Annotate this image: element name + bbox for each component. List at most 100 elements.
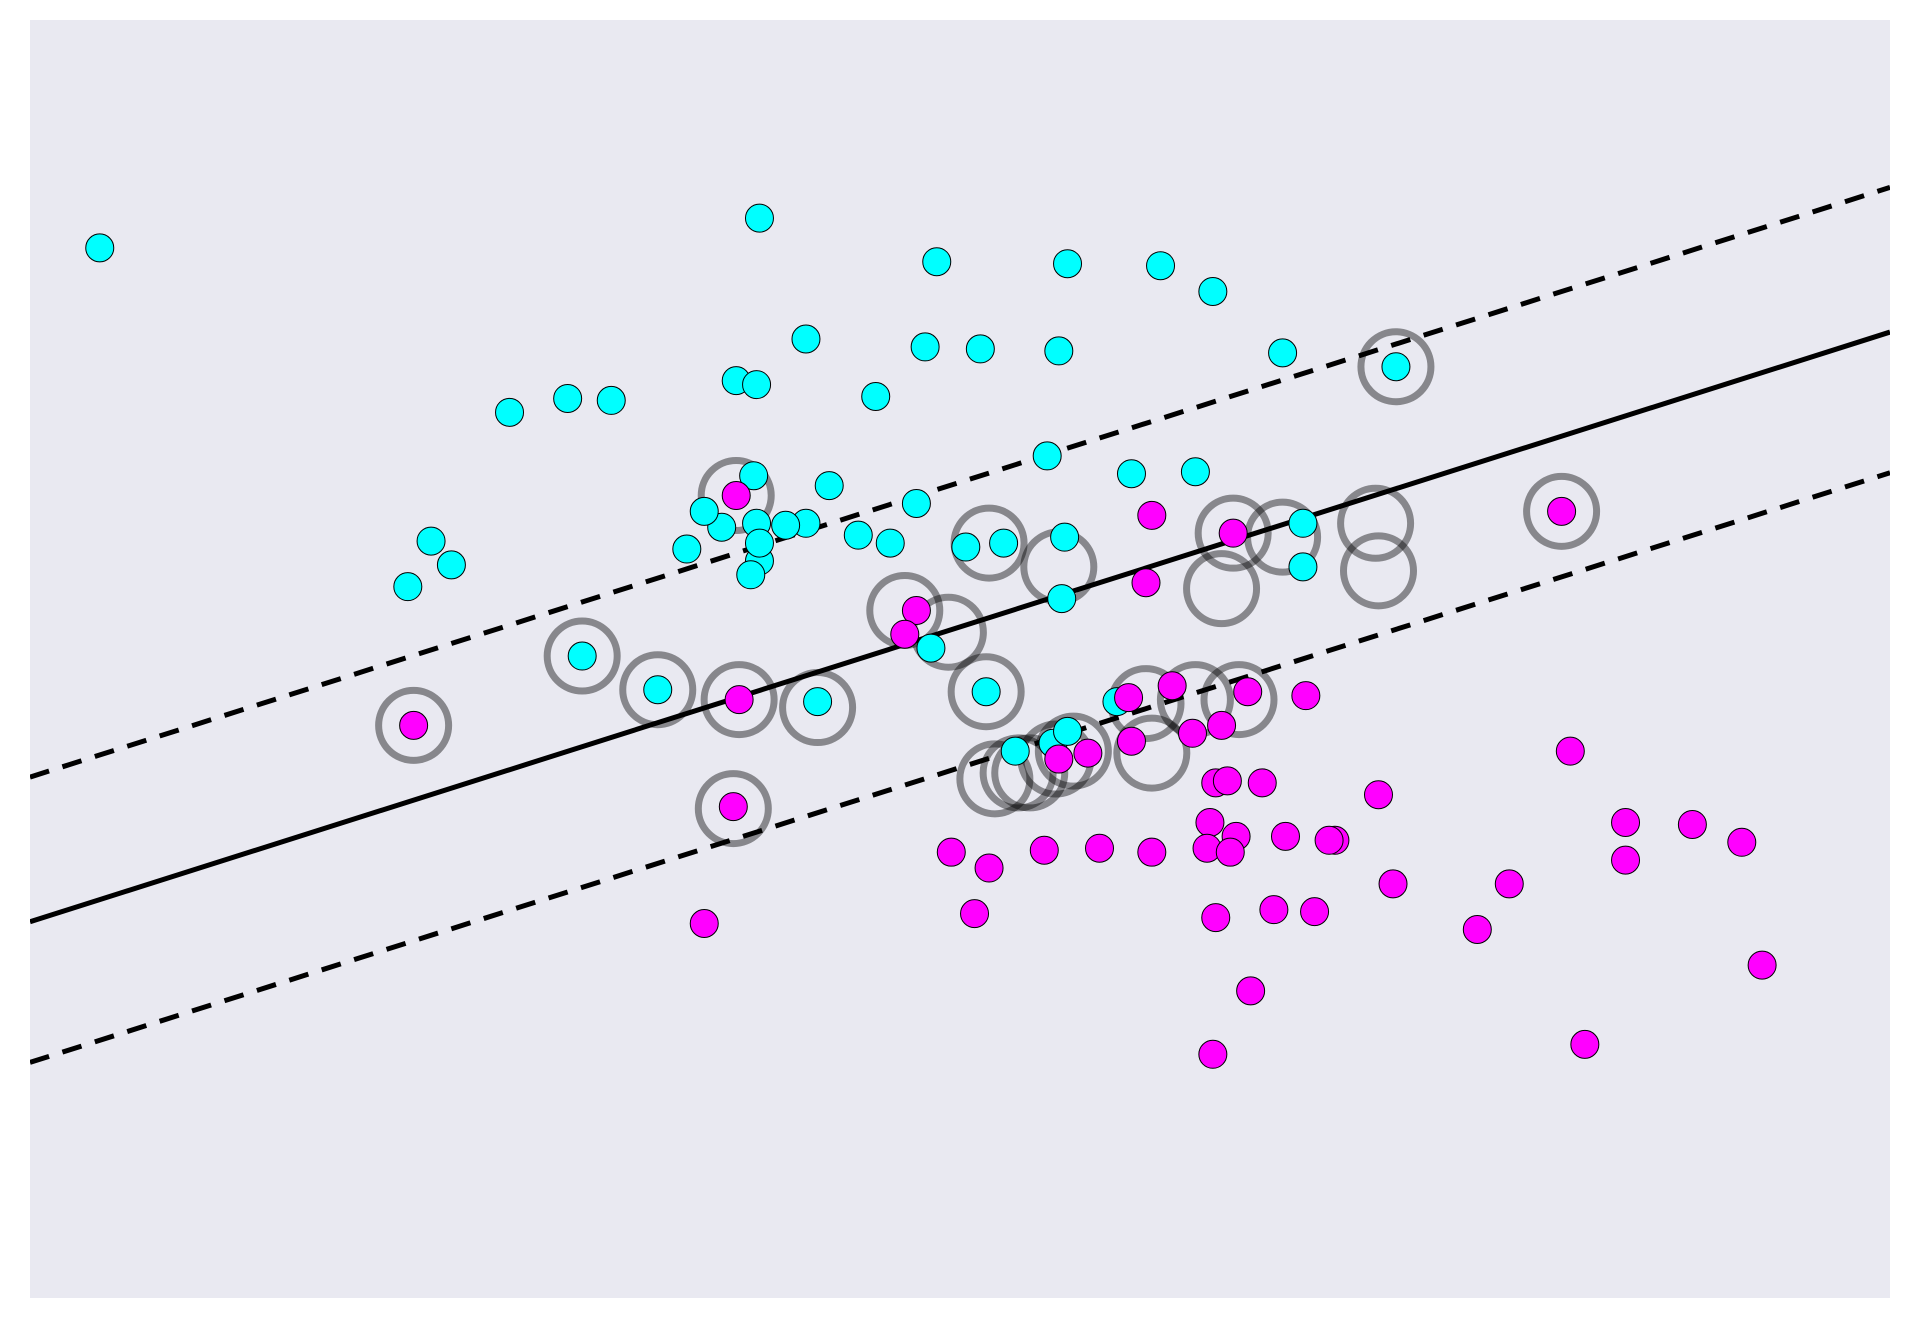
class-0-point (989, 528, 1019, 558)
scatter-points (85, 203, 1777, 1069)
class-0-point (1116, 459, 1146, 489)
class-0-point (643, 675, 673, 705)
upper-margin-line (30, 185, 1890, 780)
class-1-point (1291, 681, 1321, 711)
class-1-point (1085, 833, 1114, 863)
class-1-point (1137, 837, 1167, 867)
class-1-point (1364, 780, 1393, 810)
class-1-point (1195, 807, 1225, 837)
support-vector-ring (543, 617, 621, 695)
support-vector-ring (1337, 484, 1415, 562)
class-0-point (916, 633, 946, 663)
class-1-point (974, 853, 1004, 883)
class-0-point (971, 677, 1001, 707)
class-1-point (1236, 976, 1266, 1006)
support-vector-ring (1113, 714, 1191, 792)
class-1-point (1271, 821, 1300, 851)
support-vector-ring (1340, 532, 1417, 610)
class-1-point (1247, 768, 1277, 798)
class-0-point (843, 520, 873, 550)
class-1-point (1029, 835, 1059, 865)
class-0-point (744, 203, 774, 233)
class-1-point (1201, 903, 1231, 933)
class-0-point (672, 534, 702, 564)
class-0-point (861, 381, 891, 411)
support-vector-ring (1200, 661, 1278, 739)
class-1-point (890, 619, 920, 649)
class-0-point (1288, 552, 1318, 582)
support-vector-ring (1244, 498, 1322, 576)
class-0-point (1047, 584, 1077, 614)
class-0-point (1000, 736, 1030, 766)
support-vector-ring (991, 734, 1069, 812)
class-0-point (1146, 251, 1176, 281)
plot-background (30, 20, 1890, 1298)
class-0-point (596, 385, 626, 415)
class-1-point (1233, 677, 1263, 707)
class-0-point (803, 687, 833, 717)
support-vector-ring (1357, 328, 1435, 406)
class-1-point (1044, 744, 1074, 774)
class-1-point (1727, 827, 1757, 857)
class-0-point (951, 532, 981, 562)
class-1-point (936, 837, 966, 867)
class-1-point (1218, 518, 1248, 548)
class-0-point (1050, 522, 1080, 552)
support-vector-ring (1523, 472, 1601, 550)
support-vector-ring (1183, 550, 1261, 628)
class-1-point (1207, 710, 1237, 740)
class-1-point (1073, 738, 1103, 768)
class-0-point (1053, 716, 1083, 746)
support-vector-ring (697, 457, 775, 535)
class-1-point (1114, 683, 1144, 713)
class-0-point (901, 488, 931, 518)
class-1-point (724, 685, 754, 715)
class-0-point (393, 572, 423, 602)
class-1-point (1116, 726, 1146, 756)
class-0-point (875, 528, 905, 558)
class-0-point (1053, 249, 1083, 279)
support-vector-ring (700, 661, 778, 739)
support-vector-ring (694, 770, 772, 848)
class-0-point (1268, 338, 1298, 368)
support-vector-ring (947, 653, 1025, 731)
class-1-point (1198, 1039, 1228, 1069)
support-vector-ring (619, 651, 697, 729)
class-0-point (495, 397, 525, 427)
class-0-point (922, 247, 952, 277)
support-vector-ring (779, 669, 857, 747)
class-0-point (85, 233, 115, 263)
decision-boundary-line (30, 329, 1890, 925)
class-0-point (736, 560, 766, 590)
class-1-point (1462, 914, 1492, 944)
class-1-point (399, 710, 429, 740)
class-0-point (1198, 276, 1228, 306)
decision-lines (30, 185, 1890, 1065)
class-0-point (1032, 441, 1062, 471)
class-0-point (416, 526, 446, 556)
class-1-point (1555, 736, 1585, 766)
class-0-point (553, 383, 583, 413)
class-0-point (1044, 336, 1074, 366)
class-1-point (1259, 895, 1289, 925)
support-vector-ring (1034, 712, 1112, 790)
class-1-point (1677, 809, 1707, 839)
class-0-point (1180, 457, 1210, 487)
class-0-point (567, 641, 597, 671)
class-1-point (1137, 500, 1167, 530)
class-1-point (1215, 837, 1245, 867)
class-0-point (814, 471, 844, 501)
class-0-point (771, 510, 801, 540)
class-1-point (1157, 671, 1187, 701)
class-0-point (1381, 352, 1411, 382)
class-1-point (901, 595, 931, 625)
class-1-point (960, 899, 990, 929)
support-vector-ring (375, 686, 453, 764)
class-0-point (965, 334, 995, 364)
class-0-point (689, 496, 719, 526)
class-1-point (1494, 869, 1524, 899)
class-0-point (436, 550, 466, 580)
class-0-point (744, 528, 774, 558)
